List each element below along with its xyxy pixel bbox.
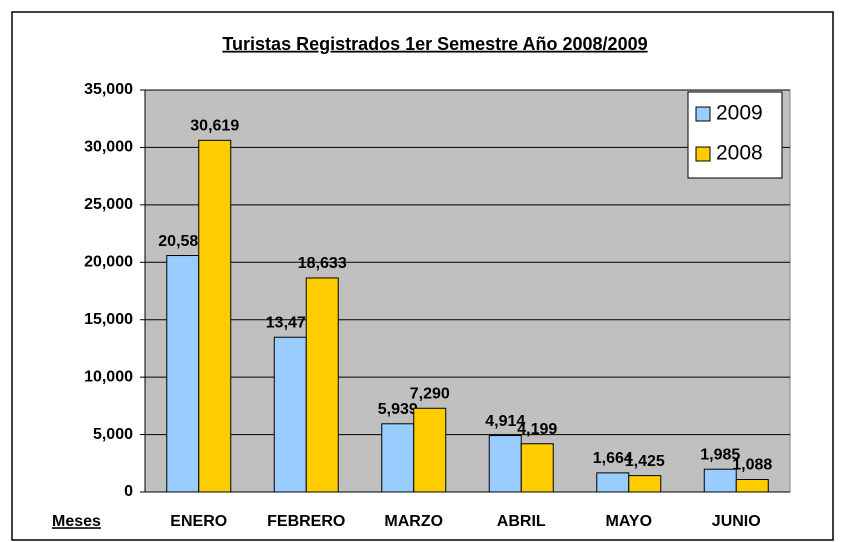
y-tick-label: 5,000 (93, 426, 133, 443)
data-label: 4,914 (485, 413, 525, 430)
bar (198, 139, 232, 493)
data-label: 1,425 (625, 453, 665, 470)
y-tick-label: 30,000 (84, 139, 133, 156)
bar (735, 479, 769, 493)
y-tick-label: 35,000 (84, 81, 133, 98)
bar (273, 336, 307, 493)
y-tick-label: 15,000 (84, 311, 133, 328)
x-tick-label: ABRIL (497, 513, 546, 530)
bar (381, 423, 415, 493)
bar (488, 435, 522, 493)
x-tick-label: ENERO (170, 513, 227, 530)
x-tick-label: MARZO (384, 513, 443, 530)
data-label: 4,199 (517, 421, 557, 438)
x-tick-label: MAYO (605, 513, 652, 530)
bar (305, 277, 339, 493)
y-tick-label: 0 (124, 483, 133, 500)
data-label: 20,588 (158, 233, 207, 250)
bar (413, 407, 447, 493)
x-tick-label: JUNIO (712, 513, 761, 530)
x-axis-label: Meses (52, 513, 101, 530)
legend-label: 2008 (716, 142, 763, 165)
chart-title: Turistas Registrados 1er Semestre Año 20… (222, 34, 647, 54)
data-label: 18,633 (298, 255, 347, 272)
legend-label: 2009 (716, 102, 763, 125)
bar (520, 443, 554, 493)
y-tick-label: 10,000 (84, 368, 133, 385)
bar (628, 475, 662, 493)
legend-swatch (695, 146, 711, 162)
y-tick-label: 20,000 (84, 254, 133, 271)
y-tick-label: 25,000 (84, 196, 133, 213)
x-tick-label: FEBRERO (267, 513, 345, 530)
data-label: 7,290 (410, 385, 450, 402)
bar (596, 472, 630, 493)
data-label: 13,475 (266, 314, 315, 331)
data-label: 1,985 (700, 446, 740, 463)
plot-area (144, 89, 791, 493)
data-label: 1,664 (593, 450, 633, 467)
legend-box (687, 91, 783, 179)
data-label: 30,619 (190, 118, 239, 135)
legend-swatch (695, 106, 711, 122)
bar (166, 255, 200, 493)
data-label: 5,939 (378, 401, 418, 418)
data-label: 1,088 (732, 457, 772, 474)
